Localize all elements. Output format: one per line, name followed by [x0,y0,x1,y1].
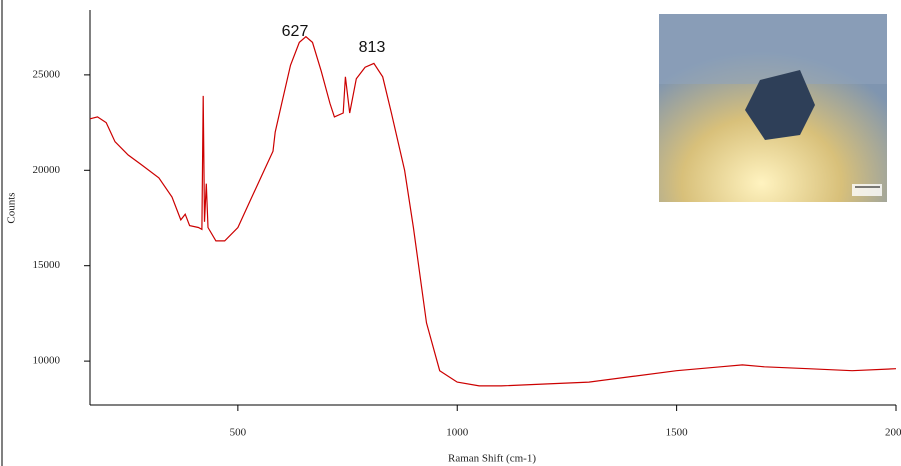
x-tick-label: 500 [230,427,247,439]
peak-annotation: 813 [359,39,386,56]
y-tick-label: 15000 [33,259,61,271]
x-tick-label: 1500 [666,427,689,439]
y-tick-label: 10000 [33,355,61,367]
spectrum-line [89,35,897,387]
inset-photo [659,14,887,202]
peak-annotation: 627 [282,23,309,40]
y-tick-label: 25000 [33,68,61,80]
x-axis-label: Raman Shift (cm-1) [448,453,536,465]
y-axis-label: Counts [6,192,18,223]
x-tick-label: 2000 [885,427,901,439]
x-tick-label: 1000 [446,427,469,439]
y-tick-label: 20000 [33,164,61,176]
